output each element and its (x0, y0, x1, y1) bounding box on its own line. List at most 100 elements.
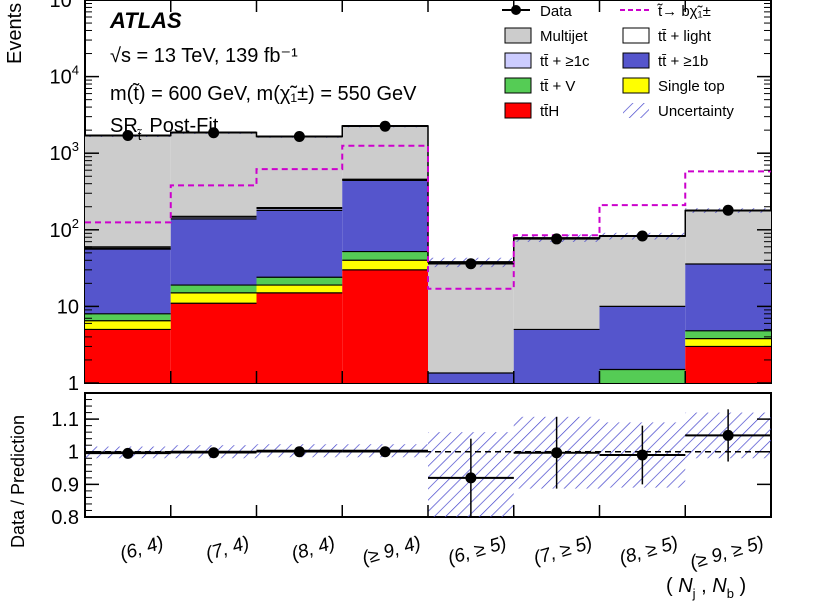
x-title-n1: N (678, 575, 693, 597)
x-category-labels: (6, 4) (7, 4) (8, 4) (≥ 9, 4) (6, ≥ 5) (7, ≥ … (118, 533, 767, 574)
legend-singletop-label: Single top (658, 78, 725, 95)
legend-data-marker (511, 5, 521, 15)
data-point (122, 130, 134, 142)
legend-tth-swatch (504, 102, 532, 119)
region-prefix: SR (110, 115, 138, 137)
y-tick-label: 1 (68, 373, 79, 395)
signal-histogram (85, 144, 771, 290)
data-point (722, 204, 734, 216)
ratio-point (208, 447, 220, 459)
y-tick-label: 104 (50, 63, 79, 89)
legend-signal-label: t̃→ bχ̃₁± (656, 3, 710, 20)
main-y-axis: 1 10 102 103 104 105 (50, 0, 771, 395)
x-category-label: (6, ≥ 5) (446, 533, 510, 570)
bar-tt-v (170, 285, 257, 293)
data-point (551, 233, 563, 245)
main-y-axis-title: Events (4, 3, 26, 64)
bar-multijet (85, 135, 171, 247)
region-suffix: Post-Fit (149, 115, 218, 137)
bar-multijet (428, 262, 514, 374)
bar-tt-v (342, 251, 428, 261)
ratio-point (636, 449, 648, 461)
bar-tt-1b (170, 218, 257, 286)
legend-multijet-label: Multijet (540, 28, 588, 45)
main-stacked-bars (85, 125, 771, 383)
x-axis-title: ( Nj , Nb ) (666, 575, 746, 601)
bar-single-top (685, 338, 771, 347)
ratio-point (379, 446, 391, 458)
data-point (379, 120, 391, 132)
bar-tt-1b (342, 180, 428, 252)
x-title-n2: N (712, 575, 727, 597)
legend-1b-label: tt̄ + ≥1b (658, 53, 708, 70)
bar-tt-1b (513, 329, 600, 383)
y-tick-exponent: 4 (72, 63, 79, 78)
legend-uncertainty-label: Uncertainty (658, 103, 734, 120)
x-title-sub1: j (692, 586, 696, 601)
x-category-label: (8, 4) (289, 533, 337, 565)
ratio-point (293, 446, 305, 458)
bar-tt-h (256, 292, 343, 383)
x-category-label: (7, ≥ 5) (531, 533, 595, 570)
bar-multijet (685, 210, 771, 264)
bar-multijet (342, 125, 428, 180)
ratio-point (465, 472, 477, 484)
x-title-close: ) (734, 575, 746, 597)
bar-tt-1b (685, 263, 771, 331)
energy-lumi-label: √s = 13 TeV, 139 fb⁻¹ (110, 45, 298, 67)
bar-tt-1b (85, 249, 171, 314)
ratio-point (722, 429, 734, 441)
bar-multijet (256, 136, 343, 208)
legend-light-swatch (622, 27, 650, 44)
legend-multijet-swatch (504, 27, 532, 44)
bar-tt-h (170, 303, 257, 383)
data-point (636, 230, 648, 242)
legend-uncertainty-swatch (623, 103, 649, 118)
bar-tt-1c (256, 208, 343, 211)
bar-multijet (599, 235, 686, 307)
ratio-tick-label: 0.9 (51, 474, 79, 496)
x-title-sep: , (696, 575, 713, 597)
x-category-label: (≥ 9, ≥ 5) (688, 533, 767, 574)
x-title-sub2: b (727, 586, 734, 601)
data-points (85, 120, 771, 270)
x-category-label: (8, ≥ 5) (617, 533, 681, 570)
y-tick-exponent: 5 (72, 0, 79, 1)
x-category-label: (6, 4) (118, 533, 166, 565)
bar-tt-1b (599, 306, 686, 370)
bar-single-top (85, 320, 171, 330)
bar-tt-v (685, 330, 771, 339)
bar-tt-h (685, 346, 771, 383)
legend-light-label: tt̄ + light (658, 28, 712, 45)
legend-ttv-label: tt̄ + V (540, 78, 575, 95)
bar-tt-1b (428, 373, 514, 383)
ratio-points (85, 409, 771, 517)
legend-1c-swatch (504, 52, 532, 69)
bar-multijet (170, 132, 257, 217)
mass-label: m(t̃) = 600 GeV, m(χ̃₁±) = 550 GeV (110, 82, 417, 105)
legend-tth-label: tt̄H (540, 103, 559, 120)
ratio-uncertainty-band (85, 412, 771, 517)
x-title-open: ( (666, 575, 678, 597)
region-label: SRt̃ Post-Fit (110, 115, 219, 143)
ratio-y-axis: 0.8 0.9 1 1.1 (51, 399, 771, 529)
bar-tt-h (85, 329, 171, 383)
bar-multijet (513, 238, 600, 330)
signal-line (85, 144, 771, 290)
ratio-tick-label: 0.8 (51, 507, 79, 529)
ratio-tick-label: 1 (68, 442, 79, 464)
data-point (208, 127, 220, 139)
x-category-label: (≥ 9, 4) (360, 533, 424, 570)
ratio-point (122, 447, 134, 459)
bar-tt-1c (170, 217, 257, 219)
y-tick-label: 102 (50, 216, 79, 242)
atlas-label: ATLAS (109, 8, 182, 33)
region-subscript: t̃ (136, 128, 142, 143)
legend-1c-label: tt̄ + ≥1c (540, 53, 590, 70)
legend: Data t̃→ bχ̃₁± Multijet tt̄ + light tt̄ … (502, 3, 734, 120)
y-tick-exponent: 2 (72, 216, 79, 231)
bar-single-top (170, 292, 257, 304)
x-category-label: (7, 4) (203, 533, 251, 565)
legend-data-label: Data (540, 3, 572, 20)
y-tick-label: 10 (57, 296, 79, 318)
